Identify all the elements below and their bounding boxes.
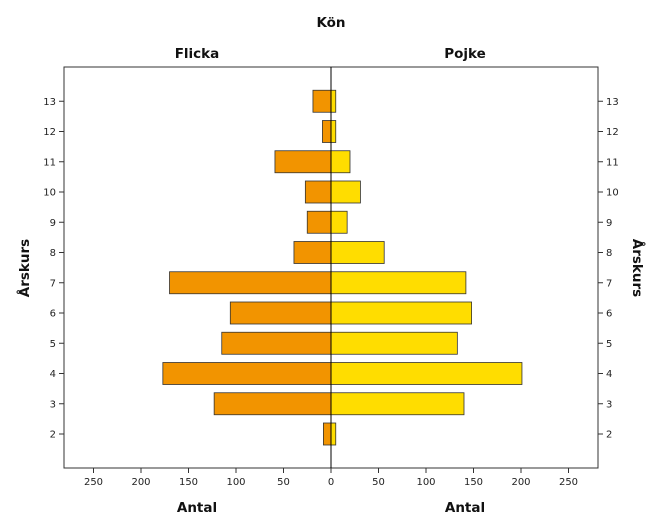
xtick-label-left-50: 50 bbox=[277, 477, 290, 488]
bar-flicka-5 bbox=[221, 331, 332, 355]
bar-flicka-13 bbox=[312, 89, 332, 113]
bar-flicka-10 bbox=[304, 180, 332, 204]
y-axis-label-left: Årskurs bbox=[16, 239, 33, 297]
bar-flicka-3 bbox=[213, 392, 332, 416]
xtick-label-left-200: 200 bbox=[131, 477, 150, 488]
bar-flicka-2 bbox=[322, 422, 332, 446]
ytick-label-right-10: 10 bbox=[606, 188, 619, 199]
ytick-label-left-2: 2 bbox=[50, 430, 56, 441]
bar-pojke-3 bbox=[330, 392, 465, 416]
ytick-label-left-9: 9 bbox=[50, 218, 56, 229]
bar-flicka-7 bbox=[169, 271, 332, 295]
xtick-label-right-100: 100 bbox=[416, 477, 435, 488]
bar-flicka-11 bbox=[274, 150, 332, 174]
xtick-label-left-250: 250 bbox=[84, 477, 103, 488]
ytick-label-left-8: 8 bbox=[50, 248, 56, 259]
bar-flicka-8 bbox=[293, 241, 332, 264]
ytick-label-left-5: 5 bbox=[50, 339, 56, 350]
bar-flicka-6 bbox=[229, 301, 332, 325]
y-axis-label-right: Årskurs bbox=[629, 239, 646, 297]
bar-pojke-12 bbox=[330, 120, 337, 143]
bar-pojke-5 bbox=[330, 331, 458, 355]
bar-pojke-7 bbox=[330, 271, 467, 295]
bar-pojke-8 bbox=[330, 241, 385, 264]
pojke-bars bbox=[330, 89, 523, 446]
ytick-label-left-13: 13 bbox=[43, 97, 56, 108]
bar-pojke-9 bbox=[330, 210, 348, 234]
ytick-label-left-6: 6 bbox=[50, 309, 56, 320]
chart-title: Kön bbox=[316, 15, 345, 31]
bar-pojke-10 bbox=[330, 180, 361, 204]
y-axis-left: 2 3 4 5 6 7 8 9 10 11 12 13 bbox=[43, 97, 64, 441]
ytick-label-right-7: 7 bbox=[606, 278, 612, 289]
flicka-bars bbox=[162, 89, 332, 446]
ytick-label-left-10: 10 bbox=[43, 188, 56, 199]
ytick-label-right-8: 8 bbox=[606, 248, 612, 259]
ytick-label-right-5: 5 bbox=[606, 339, 612, 350]
ytick-label-right-13: 13 bbox=[606, 97, 619, 108]
x-axis-label-right: Antal bbox=[445, 500, 485, 516]
panel-title-left: Flicka bbox=[175, 46, 220, 62]
ytick-label-left-3: 3 bbox=[50, 399, 56, 410]
y-axis-right: 2 3 4 5 6 7 8 9 10 11 12 13 bbox=[598, 97, 619, 441]
ytick-label-left-12: 12 bbox=[43, 127, 56, 138]
ytick-label-left-4: 4 bbox=[50, 369, 56, 380]
bar-pojke-6 bbox=[330, 301, 473, 325]
ytick-label-right-3: 3 bbox=[606, 399, 612, 410]
panel-title-right: Pojke bbox=[444, 46, 486, 62]
xtick-label-right-150: 150 bbox=[464, 477, 483, 488]
ytick-label-right-11: 11 bbox=[606, 157, 619, 168]
bar-pojke-11 bbox=[330, 150, 351, 174]
ytick-label-right-6: 6 bbox=[606, 309, 612, 320]
xtick-label-0: 0 bbox=[328, 477, 334, 488]
ytick-label-right-2: 2 bbox=[606, 430, 612, 441]
bar-pojke-2 bbox=[330, 422, 337, 446]
bar-flicka-9 bbox=[306, 210, 332, 234]
xtick-label-left-100: 100 bbox=[226, 477, 245, 488]
xtick-label-right-250: 250 bbox=[559, 477, 578, 488]
ytick-label-right-4: 4 bbox=[606, 369, 612, 380]
bar-pojke-4 bbox=[330, 362, 523, 385]
xtick-label-right-200: 200 bbox=[511, 477, 530, 488]
bar-flicka-12 bbox=[322, 120, 332, 143]
bar-flicka-4 bbox=[162, 362, 332, 385]
xtick-label-left-150: 150 bbox=[179, 477, 198, 488]
x-axis: 0 50 50 100 100 150 150 200 200 250 250 bbox=[84, 468, 578, 488]
ytick-label-left-11: 11 bbox=[43, 157, 56, 168]
xtick-label-right-50: 50 bbox=[372, 477, 385, 488]
ytick-label-left-7: 7 bbox=[50, 278, 56, 289]
bar-pojke-13 bbox=[330, 89, 337, 113]
ytick-label-right-12: 12 bbox=[606, 127, 619, 138]
ytick-label-right-9: 9 bbox=[606, 218, 612, 229]
x-axis-label-left: Antal bbox=[177, 500, 217, 516]
